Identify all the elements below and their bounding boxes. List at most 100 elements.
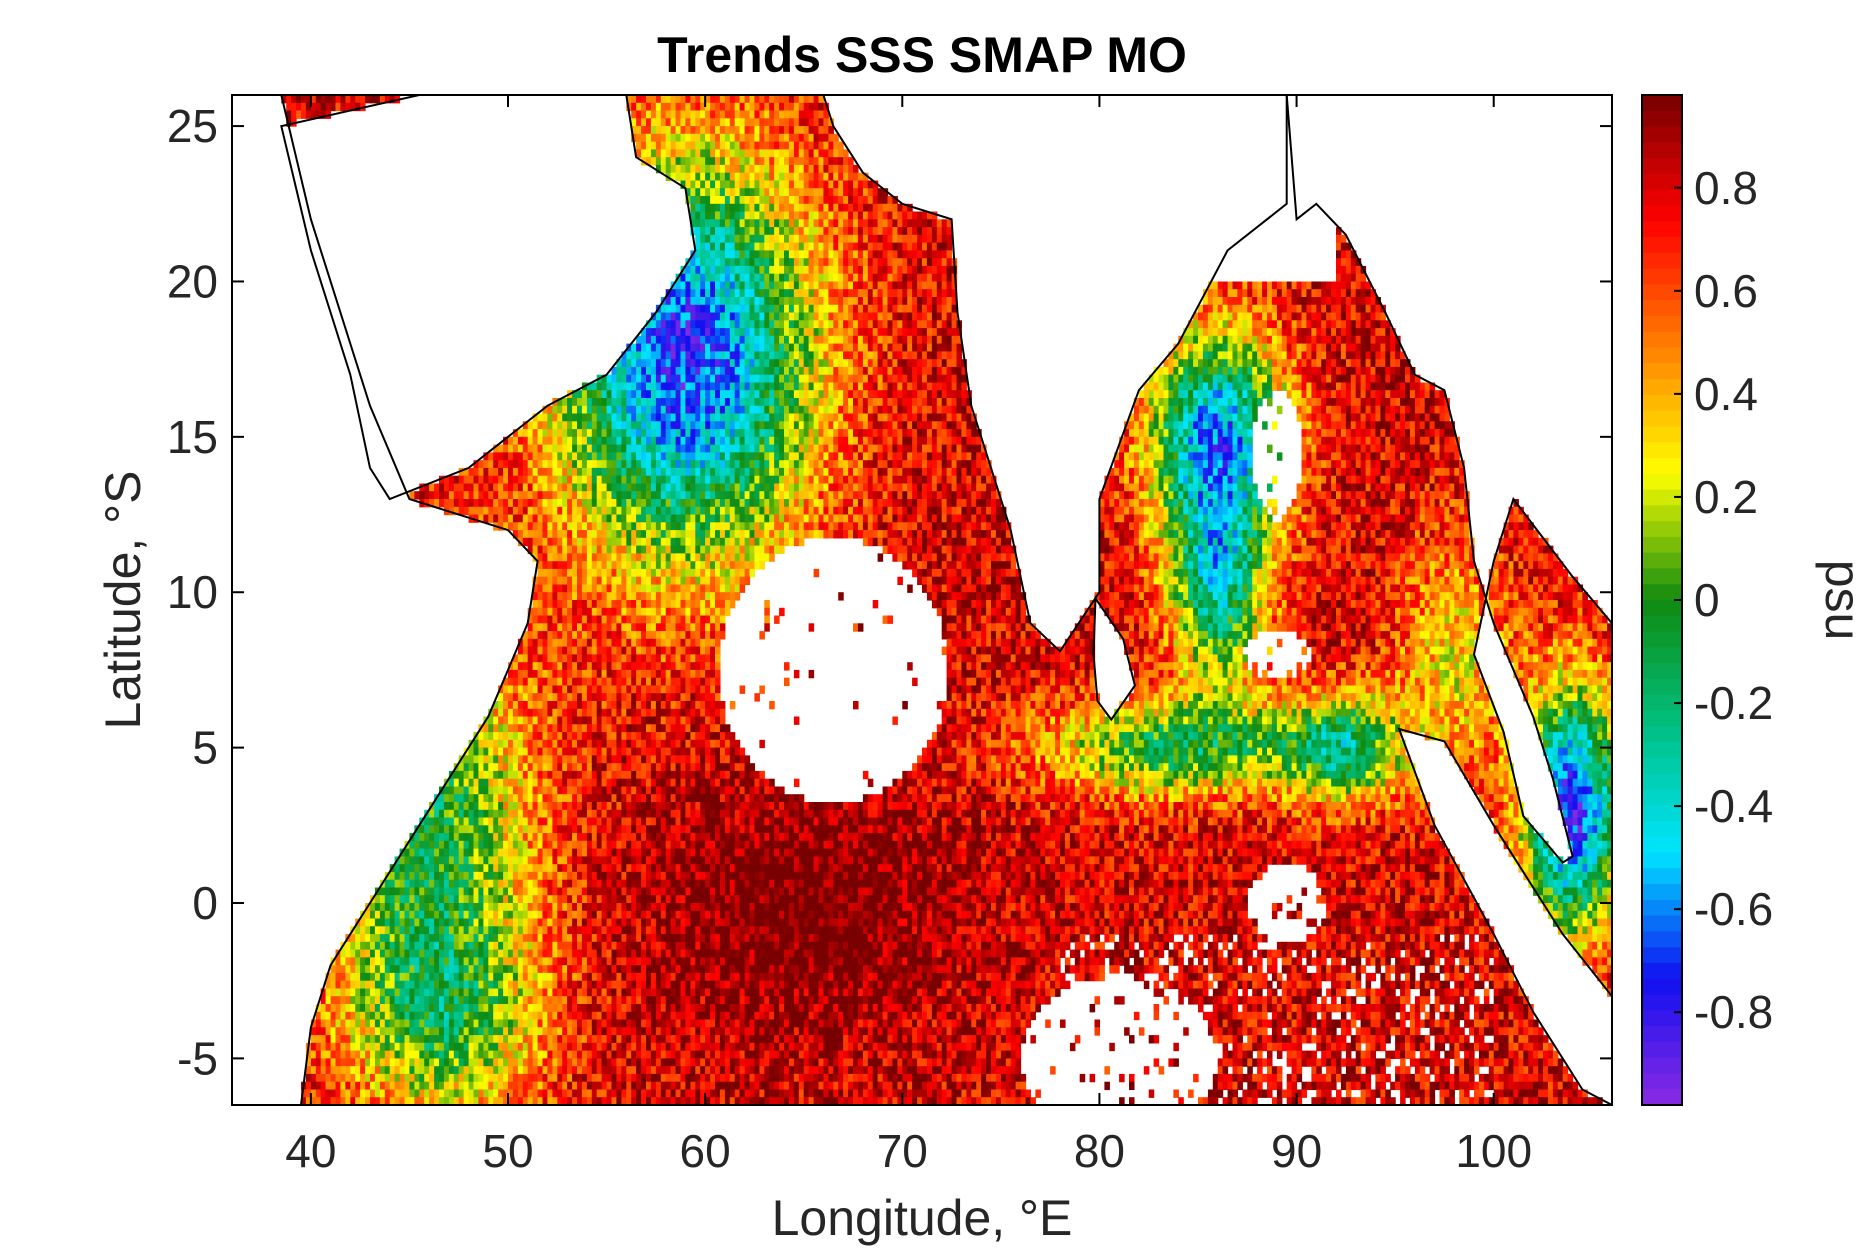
heatmap-cell <box>715 196 721 205</box>
heatmap-cell <box>828 444 834 453</box>
heatmap-cell <box>912 343 918 352</box>
heatmap-cell <box>897 211 903 220</box>
heatmap-cell <box>340 95 346 104</box>
heatmap-cell <box>1326 390 1332 399</box>
heatmap-cell <box>912 429 918 438</box>
heatmap-cell <box>853 382 859 391</box>
heatmap-cell <box>862 289 869 298</box>
heatmap-cell <box>897 475 903 485</box>
heatmap-cell <box>517 467 524 477</box>
heatmap-cell <box>779 413 785 422</box>
heatmap-cell <box>655 475 662 485</box>
heatmap-cell <box>641 436 647 446</box>
heatmap-cell <box>774 242 780 251</box>
heatmap-cell <box>601 382 608 391</box>
heatmap-cell <box>1326 429 1332 438</box>
heatmap-cell <box>646 483 652 492</box>
heatmap-cell <box>700 110 706 119</box>
heatmap-cell <box>853 265 859 275</box>
heatmap-cell <box>764 227 770 236</box>
heatmap-cell <box>867 390 874 399</box>
heatmap-cell <box>803 110 810 119</box>
heatmap-cell <box>853 460 859 469</box>
heatmap-cell <box>650 491 657 500</box>
heatmap-cell <box>843 211 849 220</box>
heatmap-cell <box>685 335 691 345</box>
heatmap-cell <box>636 343 642 352</box>
heatmap-cell <box>700 351 706 360</box>
heatmap-cell <box>793 382 800 391</box>
heatmap-cell <box>1365 304 1372 314</box>
heatmap-cell <box>798 258 805 267</box>
heatmap-cell <box>926 374 933 384</box>
heatmap-cell <box>818 483 825 492</box>
heatmap-cell <box>1148 475 1155 485</box>
heatmap-cell <box>1257 320 1263 329</box>
heatmap-cell <box>1163 366 1170 376</box>
heatmap-cell <box>1350 265 1357 275</box>
heatmap-cell <box>813 157 820 166</box>
heatmap-cell <box>739 258 746 267</box>
heatmap-cell <box>1301 366 1308 376</box>
heatmap-cell <box>705 475 711 485</box>
heatmap-cell <box>922 460 928 469</box>
heatmap-cell <box>488 491 494 500</box>
heatmap-cell <box>1188 390 1194 399</box>
heatmap-cell <box>754 413 760 422</box>
heatmap-cell <box>729 281 736 290</box>
heatmap-cell <box>1311 312 1317 321</box>
heatmap-cell <box>1202 359 1209 368</box>
heatmap-cell <box>586 382 593 391</box>
heatmap-cell <box>1306 335 1312 345</box>
heatmap-cell <box>1355 304 1362 314</box>
heatmap-cell <box>1350 297 1357 306</box>
heatmap-cell <box>724 436 731 446</box>
heatmap-cell <box>734 366 741 376</box>
heatmap-cell <box>1257 366 1263 376</box>
heatmap-cell <box>710 491 716 500</box>
heatmap-cell <box>764 172 770 182</box>
heatmap-cell <box>828 289 834 298</box>
heatmap-cell <box>537 429 544 438</box>
heatmap-cell <box>759 359 765 368</box>
heatmap-cell <box>695 436 701 446</box>
heatmap-cell <box>971 475 977 485</box>
heatmap-cell <box>764 133 770 143</box>
heatmap-cell <box>1340 398 1347 407</box>
heatmap-cell <box>813 265 820 275</box>
heatmap-cell <box>1375 467 1381 477</box>
heatmap-cell <box>892 421 898 430</box>
heatmap-cell <box>971 421 977 430</box>
heatmap-cell <box>680 95 687 104</box>
heatmap-cell <box>1385 429 1391 438</box>
heatmap-cell <box>572 390 578 399</box>
heatmap-cell <box>803 359 810 368</box>
heatmap-cell <box>877 219 884 228</box>
heatmap-cell <box>946 444 953 453</box>
heatmap-cell <box>715 141 721 150</box>
heatmap-cell <box>1217 413 1224 422</box>
heatmap-cell <box>961 483 967 492</box>
heatmap-cell <box>941 398 948 407</box>
heatmap-cell <box>1252 343 1258 352</box>
heatmap-cell <box>675 374 682 384</box>
heatmap-cell <box>705 250 711 259</box>
heatmap-cell <box>877 366 884 376</box>
heatmap-cell <box>788 180 795 189</box>
heatmap-cell <box>779 335 785 345</box>
heatmap-cell <box>498 499 504 508</box>
heatmap-cell <box>695 475 701 485</box>
heatmap-cell <box>1193 343 1199 352</box>
heatmap-cell <box>754 328 760 337</box>
heatmap-cell <box>641 467 647 477</box>
heatmap-cell <box>547 483 553 492</box>
heatmap-cell <box>719 304 726 314</box>
heatmap-cell <box>798 265 805 275</box>
heatmap-cell <box>724 227 731 236</box>
heatmap-cell <box>621 382 627 391</box>
heatmap-cell <box>892 273 898 283</box>
heatmap-cell <box>793 297 800 306</box>
heatmap-cell <box>936 483 943 492</box>
heatmap-cell <box>744 483 751 492</box>
heatmap-cell <box>749 289 756 298</box>
